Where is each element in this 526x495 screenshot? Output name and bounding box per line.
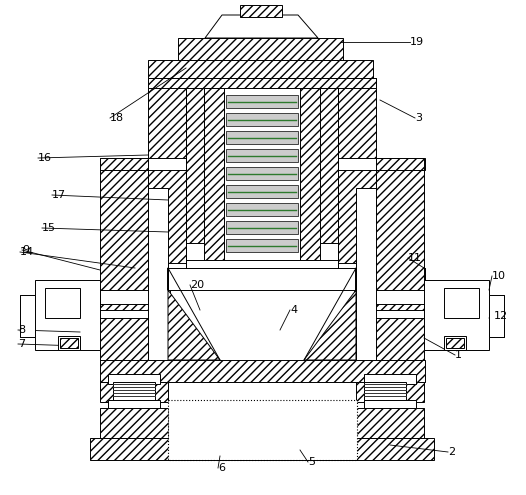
Text: 7: 7: [18, 339, 25, 349]
Bar: [100, 408, 168, 438]
Polygon shape: [168, 268, 220, 360]
Bar: [346, 438, 434, 460]
Bar: [226, 221, 298, 234]
Bar: [45, 288, 80, 318]
Bar: [356, 408, 424, 438]
Bar: [90, 438, 178, 460]
Bar: [100, 158, 148, 170]
Text: 10: 10: [492, 271, 506, 281]
Bar: [226, 203, 298, 216]
Text: 5: 5: [308, 457, 315, 467]
Bar: [390, 268, 425, 290]
Bar: [376, 165, 424, 360]
Text: 2: 2: [448, 447, 455, 457]
Bar: [354, 290, 424, 304]
Text: 19: 19: [410, 37, 424, 47]
Text: 4: 4: [290, 305, 297, 315]
Bar: [108, 374, 160, 384]
Text: 1: 1: [455, 350, 462, 360]
Text: 14: 14: [20, 247, 34, 257]
Text: 11: 11: [408, 253, 422, 263]
Bar: [226, 113, 298, 126]
Text: 18: 18: [110, 113, 124, 123]
Bar: [148, 78, 186, 263]
Text: 6: 6: [218, 463, 225, 473]
Bar: [226, 167, 298, 180]
Bar: [226, 185, 298, 198]
Bar: [338, 78, 376, 263]
Bar: [376, 158, 424, 170]
Text: 8: 8: [18, 325, 25, 335]
Text: 20: 20: [190, 280, 204, 290]
Bar: [226, 239, 298, 252]
Bar: [489, 295, 504, 337]
Bar: [356, 188, 376, 360]
Bar: [226, 95, 298, 108]
Bar: [100, 290, 170, 304]
Text: 15: 15: [42, 223, 56, 233]
Bar: [178, 38, 343, 60]
Text: 16: 16: [38, 153, 52, 163]
Bar: [226, 149, 298, 162]
Bar: [356, 382, 424, 402]
Bar: [100, 382, 168, 402]
Bar: [35, 280, 100, 350]
Bar: [148, 60, 373, 78]
Text: 3: 3: [415, 113, 422, 123]
Bar: [100, 360, 425, 382]
Bar: [224, 88, 300, 260]
Bar: [364, 382, 406, 400]
Bar: [168, 400, 357, 460]
Bar: [364, 400, 416, 408]
Bar: [240, 5, 282, 17]
Bar: [100, 165, 148, 360]
Bar: [354, 310, 424, 318]
Bar: [113, 382, 155, 400]
Text: 17: 17: [52, 190, 66, 200]
Bar: [100, 158, 425, 170]
Bar: [204, 88, 224, 260]
Bar: [186, 88, 204, 243]
Bar: [300, 88, 320, 260]
Bar: [100, 268, 135, 290]
Text: 9: 9: [22, 245, 29, 255]
Bar: [186, 260, 338, 268]
Bar: [444, 288, 479, 318]
Bar: [226, 131, 298, 144]
Polygon shape: [205, 15, 318, 38]
Polygon shape: [304, 268, 356, 360]
Bar: [489, 295, 504, 337]
Bar: [148, 78, 376, 88]
Bar: [446, 338, 464, 348]
Bar: [100, 310, 170, 318]
Bar: [364, 374, 416, 384]
Text: 12: 12: [494, 311, 508, 321]
Bar: [320, 88, 338, 243]
Bar: [148, 188, 168, 360]
Bar: [100, 268, 425, 290]
Bar: [20, 295, 35, 337]
Bar: [108, 400, 160, 408]
Bar: [20, 295, 35, 337]
Bar: [424, 280, 489, 350]
Bar: [60, 338, 78, 348]
Bar: [444, 336, 466, 350]
Bar: [58, 336, 80, 350]
